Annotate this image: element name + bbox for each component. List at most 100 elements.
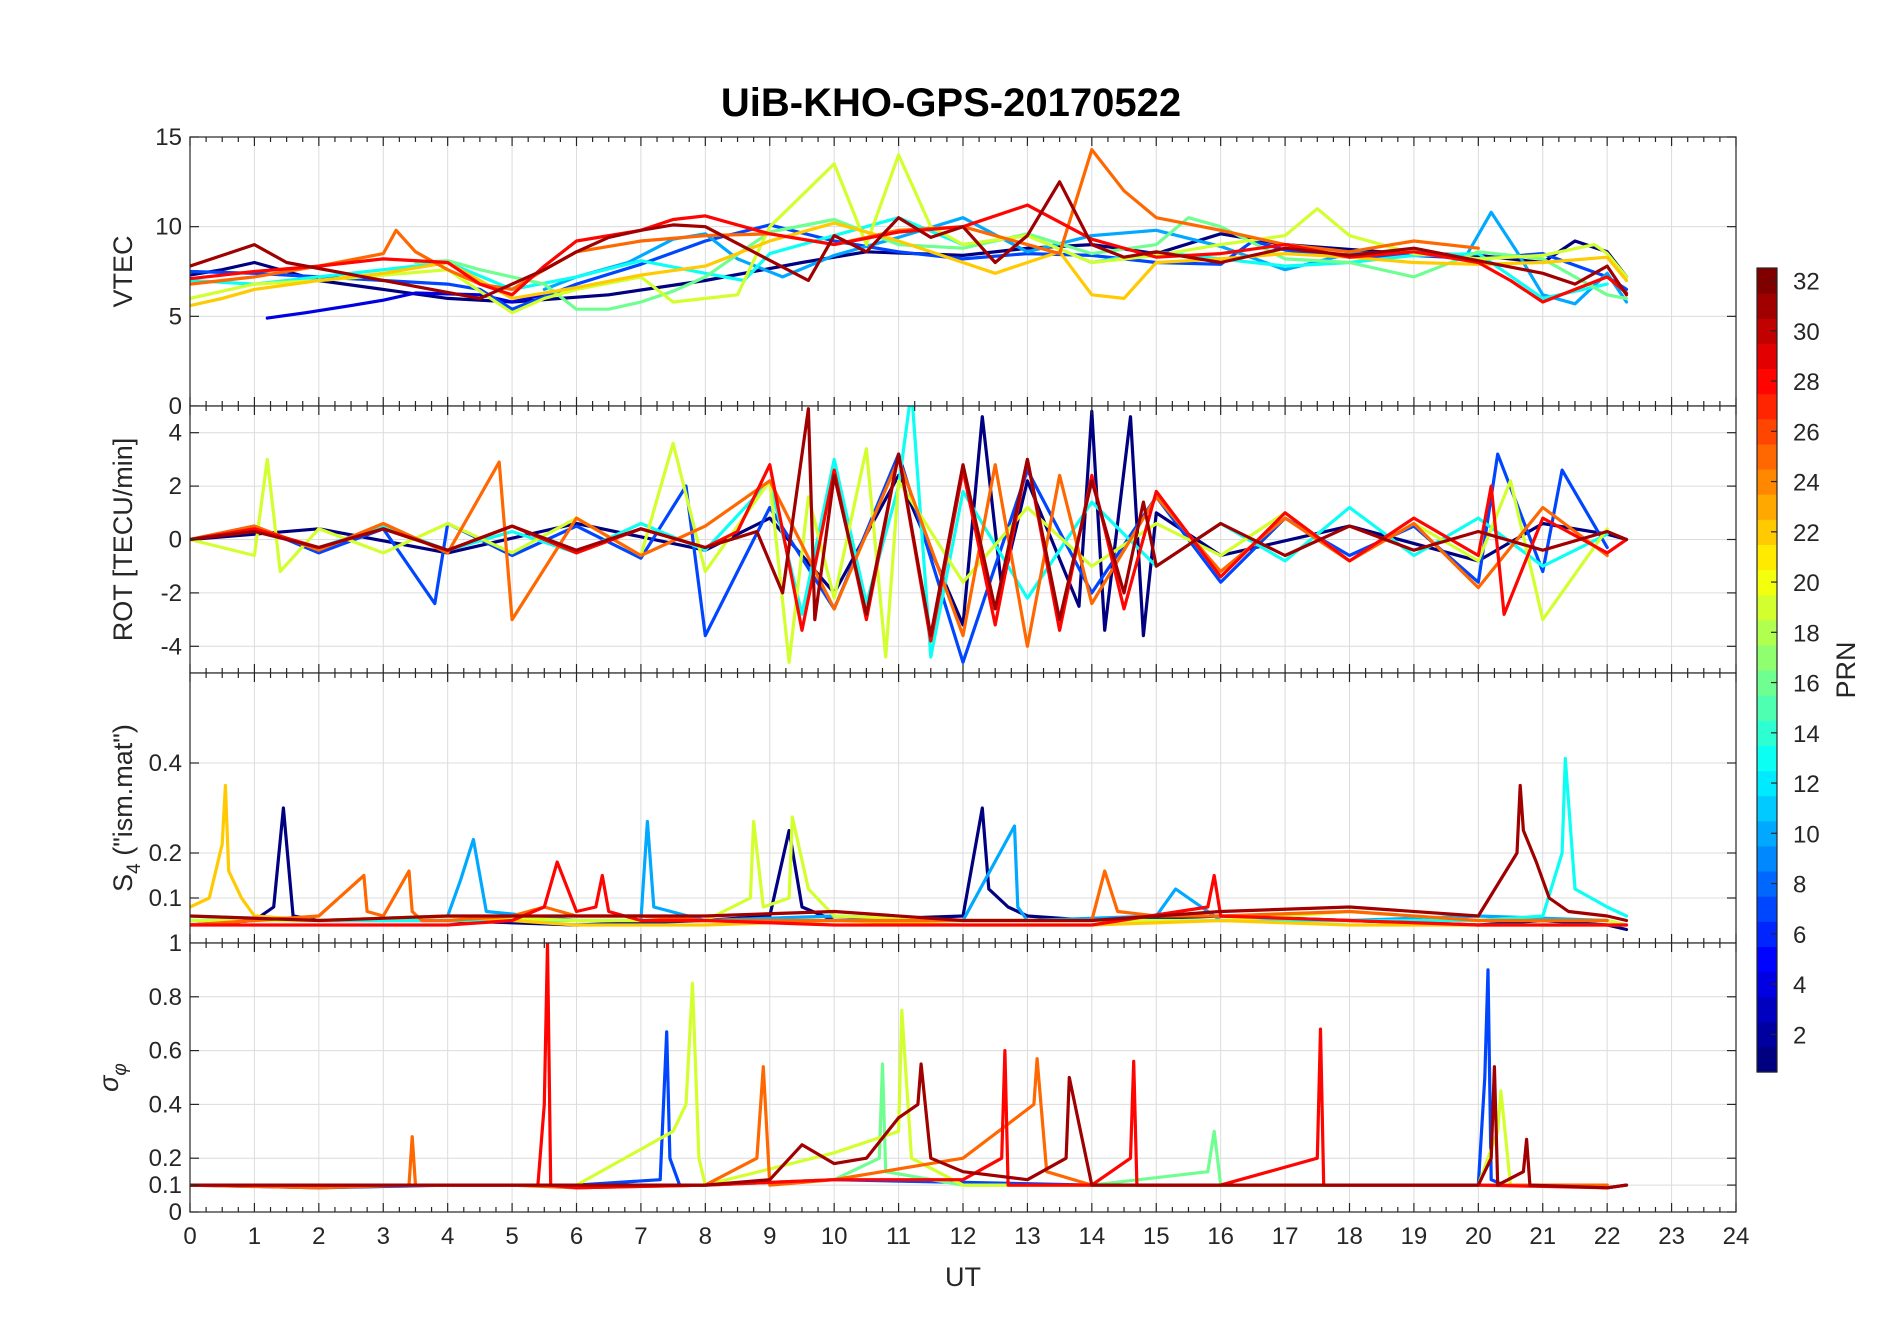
series-group [190,756,1629,932]
x-axis-label: UT [945,1262,981,1292]
series-line-prn-1 [190,409,1629,638]
y-tick-label: 1 [169,930,182,957]
colorbar-segment [1757,544,1777,571]
colorbar-segment [1757,770,1777,797]
y-axis-label: S4 ("ism.mat") [108,724,145,892]
series-line-prn-31 [190,783,1629,923]
colorbar-tick-label: 12 [1793,771,1820,798]
colorbar-segment [1757,921,1777,947]
colorbar-tick-label: 20 [1793,570,1820,597]
y-tick-label: -2 [161,580,182,607]
colorbar-tick-label: 26 [1793,419,1820,446]
colorbar-segment [1757,971,1777,998]
colorbar-segment [1757,594,1777,621]
colorbar-segment [1757,845,1777,872]
y-tick-label: 2 [169,473,182,500]
colorbar-segment [1757,644,1777,671]
x-tick-label: 14 [1078,1223,1105,1250]
colorbar-segment [1757,268,1777,294]
series-line-prn-19 [190,981,1609,1187]
x-tick-label: 2 [312,1223,325,1250]
colorbar-segment [1757,443,1777,470]
panel-rot: -4 -2 0 2 4 ROT [TECU/min] [108,405,1737,674]
x-tick-label: 19 [1401,1223,1428,1250]
x-tick-label: 24 [1723,1223,1750,1250]
x-tick-label: 13 [1014,1223,1041,1250]
colorbar-label: PRN [1831,641,1861,698]
x-tick-label: 15 [1143,1223,1170,1250]
y-axis-label: σφ [94,1063,131,1092]
y-tick-label: 5 [169,303,182,330]
series-line-prn-28 [190,860,1629,927]
colorbar-segment [1757,670,1777,696]
y-tick-label: 0.2 [149,1145,182,1172]
colorbar-segment [1757,1021,1777,1048]
x-tick-label: 10 [821,1223,848,1250]
series-line-prn-19 [190,153,1629,315]
x-tick-label: 11 [886,1223,911,1250]
series-line-prn-22 [190,221,1629,308]
colorbar-segment [1757,393,1777,420]
y-tick-label: 4 [169,420,182,447]
colorbar-segment [1757,343,1777,370]
colorbar-segment [1757,896,1777,922]
colorbar-segment [1757,720,1777,746]
series-line-prn-28 [190,203,1629,304]
series-line-prn-31 [190,407,1629,638]
panel-vtec: 0 5 10 15 VTEC [108,124,1737,420]
colorbar-segment [1757,795,1777,822]
y-axis-label: ROT [TECU/min] [108,438,138,642]
y-tick-label: 0 [169,527,182,554]
colorbar-tick-label: 30 [1793,319,1820,346]
colorbar-segment [1757,569,1777,596]
series-line-prn-31 [190,180,1629,300]
y-tick-label: 0.2 [149,840,182,867]
x-tick-label: 23 [1658,1223,1685,1250]
y-tick-label: 0 [169,1199,182,1226]
x-tick-label: 6 [570,1223,583,1250]
x-tick-label: 9 [763,1223,776,1250]
y-tick-label: 0.4 [149,750,182,777]
x-tick-label: 3 [377,1223,390,1250]
colorbar-segment [1757,946,1777,973]
y-tick-label: 0 [169,393,182,420]
y-tick-label: 15 [155,124,182,151]
colorbar-tick-label: 28 [1793,369,1820,396]
x-tick-label: 0 [183,1223,196,1250]
x-tick-label: 22 [1594,1223,1621,1250]
colorbar-tick-label: 24 [1793,470,1820,497]
colorbar-segment [1757,871,1777,897]
series-group [190,406,1629,664]
colorbar-tick-label: 8 [1793,872,1806,899]
y-tick-label: 0.6 [149,1038,182,1065]
series-group [190,148,1629,320]
colorbar-tick-label: 10 [1793,821,1820,848]
series-line-prn-22 [190,783,1629,927]
y-tick-label: 0.4 [149,1091,182,1118]
x-tick-label: 4 [441,1223,454,1250]
x-tick-label: 21 [1529,1223,1556,1250]
colorbar-tick-label: 4 [1793,972,1806,999]
colorbar-segment [1757,745,1777,772]
y-tick-label: 10 [155,214,182,241]
panel-s4: 0.1 0.2 0.4S4 ("ism.mat") [108,672,1737,944]
colorbar-segment [1757,619,1777,646]
series-line-prn-28 [190,943,1629,1190]
y-axis-label: VTEC [108,235,138,307]
series-line-prn-4 [265,291,553,320]
colorbar-segment [1757,293,1777,319]
x-tick-label: 5 [505,1223,518,1250]
x-tick-label: 18 [1336,1223,1363,1250]
colorbar-segment [1757,996,1777,1023]
y-tick-label: 0.1 [149,885,182,912]
colorbar-tick-label: 22 [1793,520,1820,547]
colorbar-tick-label: 18 [1793,620,1820,647]
x-tick-label: 7 [634,1223,647,1250]
colorbar-tick-label: 16 [1793,671,1820,698]
x-tick-label: 16 [1207,1223,1234,1250]
x-tick-label: 1 [248,1223,261,1250]
